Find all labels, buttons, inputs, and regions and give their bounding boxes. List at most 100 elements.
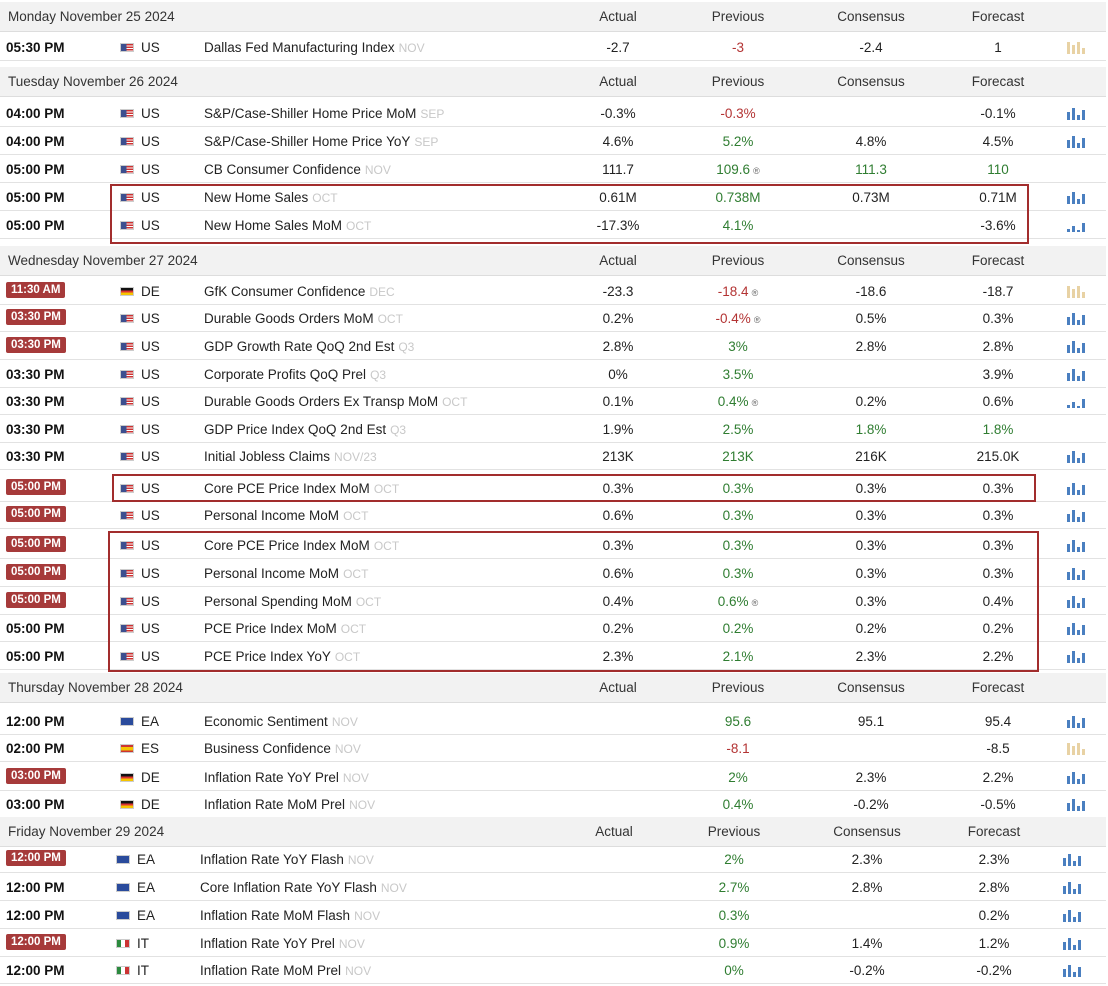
sparkline-chart[interactable] bbox=[1063, 936, 1093, 950]
event-name[interactable]: Dallas Fed Manufacturing Index bbox=[204, 40, 395, 55]
calendar-row[interactable]: 03:30 PM US Durable Goods Orders Ex Transp… bbox=[0, 387, 1106, 415]
event-name-link[interactable]: Durable Goods Orders Ex Transp MoM OCT bbox=[204, 394, 467, 409]
event-name-link[interactable]: Personal Income MoM OCT bbox=[204, 508, 368, 523]
event-name[interactable]: GDP Growth Rate QoQ 2nd Est bbox=[204, 339, 395, 354]
calendar-row[interactable]: 12:00 PM IT Inflation Rate MoM Prel NOV 0% -0… bbox=[0, 956, 1106, 984]
event-name-link[interactable]: New Home Sales OCT bbox=[204, 190, 338, 205]
event-name-link[interactable]: GfK Consumer Confidence DEC bbox=[204, 284, 395, 299]
sparkline-chart[interactable] bbox=[1067, 284, 1097, 298]
calendar-row[interactable]: 05:30 PM US Dallas Fed Manufacturing Index… bbox=[0, 33, 1106, 61]
event-name-link[interactable]: Corporate Profits QoQ Prel Q3 bbox=[204, 367, 386, 382]
event-name[interactable]: Economic Sentiment bbox=[204, 714, 328, 729]
event-name-link[interactable]: Inflation Rate MoM Prel NOV bbox=[200, 963, 371, 978]
event-name-link[interactable]: Personal Income MoM OCT bbox=[204, 566, 368, 581]
event-name-link[interactable]: Dallas Fed Manufacturing Index NOV bbox=[204, 40, 425, 55]
event-name-link[interactable]: Core Inflation Rate YoY Flash NOV bbox=[200, 880, 407, 895]
event-name[interactable]: Durable Goods Orders Ex Transp MoM bbox=[204, 394, 439, 409]
sparkline-chart[interactable] bbox=[1067, 218, 1097, 232]
sparkline-chart[interactable] bbox=[1067, 741, 1097, 755]
event-name-link[interactable]: GDP Price Index QoQ 2nd Est Q3 bbox=[204, 422, 406, 437]
event-name-link[interactable]: CB Consumer Confidence NOV bbox=[204, 162, 391, 177]
calendar-row[interactable]: 12:00 PM IT Inflation Rate YoY Prel NOV 0.9%… bbox=[0, 929, 1106, 957]
event-name-link[interactable]: New Home Sales MoM OCT bbox=[204, 218, 371, 233]
sparkline-chart[interactable] bbox=[1063, 852, 1093, 866]
calendar-row[interactable]: 04:00 PM US S&P/Case-Shiller Home Price Yo… bbox=[0, 127, 1106, 155]
event-name[interactable]: Durable Goods Orders MoM bbox=[204, 311, 374, 326]
event-name-link[interactable]: Core PCE Price Index MoM OCT bbox=[204, 538, 399, 553]
sparkline-chart[interactable] bbox=[1067, 40, 1097, 54]
event-name-link[interactable]: Core PCE Price Index MoM OCT bbox=[204, 481, 399, 496]
event-name[interactable]: New Home Sales bbox=[204, 190, 309, 205]
event-name-link[interactable]: PCE Price Index MoM OCT bbox=[204, 621, 366, 636]
event-name[interactable]: Initial Jobless Claims bbox=[204, 449, 331, 464]
calendar-row[interactable]: 03:30 PM US Corporate Profits QoQ Prel Q3 0%… bbox=[0, 360, 1106, 388]
event-name[interactable]: Inflation Rate MoM Flash bbox=[200, 908, 351, 923]
calendar-row[interactable]: 05:00 PM US Core PCE Price Index MoM OCT 0.3… bbox=[0, 531, 1106, 559]
event-name[interactable]: CB Consumer Confidence bbox=[204, 162, 361, 177]
calendar-row[interactable]: 05:00 PM US New Home Sales OCT 0.61M 0.738M 0.… bbox=[0, 183, 1106, 211]
sparkline-chart[interactable] bbox=[1067, 339, 1097, 353]
calendar-row[interactable]: 05:00 PM US PCE Price Index YoY OCT 2.3% 2.1%… bbox=[0, 642, 1106, 670]
event-name-link[interactable]: Inflation Rate YoY Flash NOV bbox=[200, 852, 374, 867]
event-name[interactable]: GfK Consumer Confidence bbox=[204, 284, 366, 299]
calendar-row[interactable]: 12:00 PM EA Inflation Rate MoM Flash NOV 0.3… bbox=[0, 901, 1106, 929]
event-name[interactable]: GDP Price Index QoQ 2nd Est bbox=[204, 422, 387, 437]
event-name[interactable]: PCE Price Index MoM bbox=[204, 621, 337, 636]
calendar-row[interactable]: 05:00 PM US CB Consumer Confidence NOV 111.7… bbox=[0, 155, 1106, 183]
sparkline-chart[interactable] bbox=[1067, 190, 1097, 204]
calendar-row[interactable]: 03:00 PM DE Inflation Rate YoY Prel NOV 2% 2.… bbox=[0, 763, 1106, 791]
event-name[interactable]: Business Confidence bbox=[204, 741, 331, 756]
sparkline-chart[interactable] bbox=[1063, 963, 1093, 977]
calendar-row[interactable]: 11:30 AM DE GfK Consumer Confidence DEC -23.… bbox=[0, 277, 1106, 305]
sparkline-chart[interactable] bbox=[1067, 649, 1097, 663]
event-name[interactable]: Inflation Rate YoY Prel bbox=[200, 936, 335, 951]
sparkline-chart[interactable] bbox=[1067, 367, 1097, 381]
event-name[interactable]: Corporate Profits QoQ Prel bbox=[204, 367, 367, 382]
event-name[interactable]: Core Inflation Rate YoY Flash bbox=[200, 880, 377, 895]
event-name[interactable]: Core PCE Price Index MoM bbox=[204, 481, 370, 496]
event-name-link[interactable]: S&P/Case-Shiller Home Price MoM SEP bbox=[204, 106, 444, 121]
event-name[interactable]: Core PCE Price Index MoM bbox=[204, 538, 370, 553]
sparkline-chart[interactable] bbox=[1067, 106, 1097, 120]
event-name-link[interactable]: Inflation Rate YoY Prel NOV bbox=[200, 936, 365, 951]
calendar-row[interactable]: 05:00 PM US Personal Income MoM OCT 0.6% 0.3%… bbox=[0, 559, 1106, 587]
calendar-row[interactable]: 12:00 PM EA Economic Sentiment NOV 95.6 95.1 9… bbox=[0, 707, 1106, 735]
sparkline-chart[interactable] bbox=[1067, 714, 1097, 728]
sparkline-chart[interactable] bbox=[1067, 538, 1097, 552]
calendar-row[interactable]: 02:00 PM ES Business Confidence NOV -8.1 -8.5 bbox=[0, 734, 1106, 762]
sparkline-chart[interactable] bbox=[1067, 134, 1097, 148]
event-name[interactable]: S&P/Case-Shiller Home Price YoY bbox=[204, 134, 411, 149]
sparkline-chart[interactable] bbox=[1067, 481, 1097, 495]
event-name[interactable]: New Home Sales MoM bbox=[204, 218, 343, 233]
sparkline-chart[interactable] bbox=[1067, 449, 1097, 463]
event-name-link[interactable]: Inflation Rate YoY Prel NOV bbox=[204, 770, 369, 785]
calendar-row[interactable]: 03:30 PM US GDP Price Index QoQ 2nd Est Q3 1… bbox=[0, 415, 1106, 443]
event-name-link[interactable]: Personal Spending MoM OCT bbox=[204, 594, 381, 609]
event-name-link[interactable]: PCE Price Index YoY OCT bbox=[204, 649, 360, 664]
calendar-row[interactable]: 03:00 PM DE Inflation Rate MoM Prel NOV 0.4%… bbox=[0, 790, 1106, 818]
event-name-link[interactable]: Inflation Rate MoM Flash NOV bbox=[200, 908, 380, 923]
event-name[interactable]: Personal Income MoM bbox=[204, 508, 340, 523]
sparkline-chart[interactable] bbox=[1067, 311, 1097, 325]
calendar-row[interactable]: 05:00 PM US Core PCE Price Index MoM OCT 0.3… bbox=[0, 474, 1106, 502]
event-name[interactable]: Inflation Rate MoM Prel bbox=[200, 963, 342, 978]
calendar-row[interactable]: 05:00 PM US Personal Spending MoM OCT 0.4% 0.… bbox=[0, 587, 1106, 615]
calendar-row[interactable]: 12:00 PM EA Core Inflation Rate YoY Flash N… bbox=[0, 873, 1106, 901]
calendar-row[interactable]: 05:00 PM US Personal Income MoM OCT 0.6% 0.3%… bbox=[0, 501, 1106, 529]
calendar-row[interactable]: 03:30 PM US GDP Growth Rate QoQ 2nd Est Q3 2… bbox=[0, 332, 1106, 360]
event-name-link[interactable]: Durable Goods Orders MoM OCT bbox=[204, 311, 403, 326]
event-name[interactable]: PCE Price Index YoY bbox=[204, 649, 331, 664]
event-name-link[interactable]: GDP Growth Rate QoQ 2nd Est Q3 bbox=[204, 339, 414, 354]
sparkline-chart[interactable] bbox=[1063, 908, 1093, 922]
sparkline-chart[interactable] bbox=[1067, 594, 1097, 608]
event-name[interactable]: Personal Spending MoM bbox=[204, 594, 352, 609]
calendar-row[interactable]: 12:00 PM EA Inflation Rate YoY Flash NOV 2% 2… bbox=[0, 845, 1106, 873]
sparkline-chart[interactable] bbox=[1067, 797, 1097, 811]
event-name[interactable]: Inflation Rate MoM Prel bbox=[204, 797, 346, 812]
event-name[interactable]: Inflation Rate YoY Flash bbox=[200, 852, 344, 867]
sparkline-chart[interactable] bbox=[1067, 621, 1097, 635]
calendar-row[interactable]: 03:30 PM US Initial Jobless Claims NOV/23 21… bbox=[0, 442, 1106, 470]
sparkline-chart[interactable] bbox=[1067, 566, 1097, 580]
event-name[interactable]: S&P/Case-Shiller Home Price MoM bbox=[204, 106, 417, 121]
event-name[interactable]: Personal Income MoM bbox=[204, 566, 340, 581]
